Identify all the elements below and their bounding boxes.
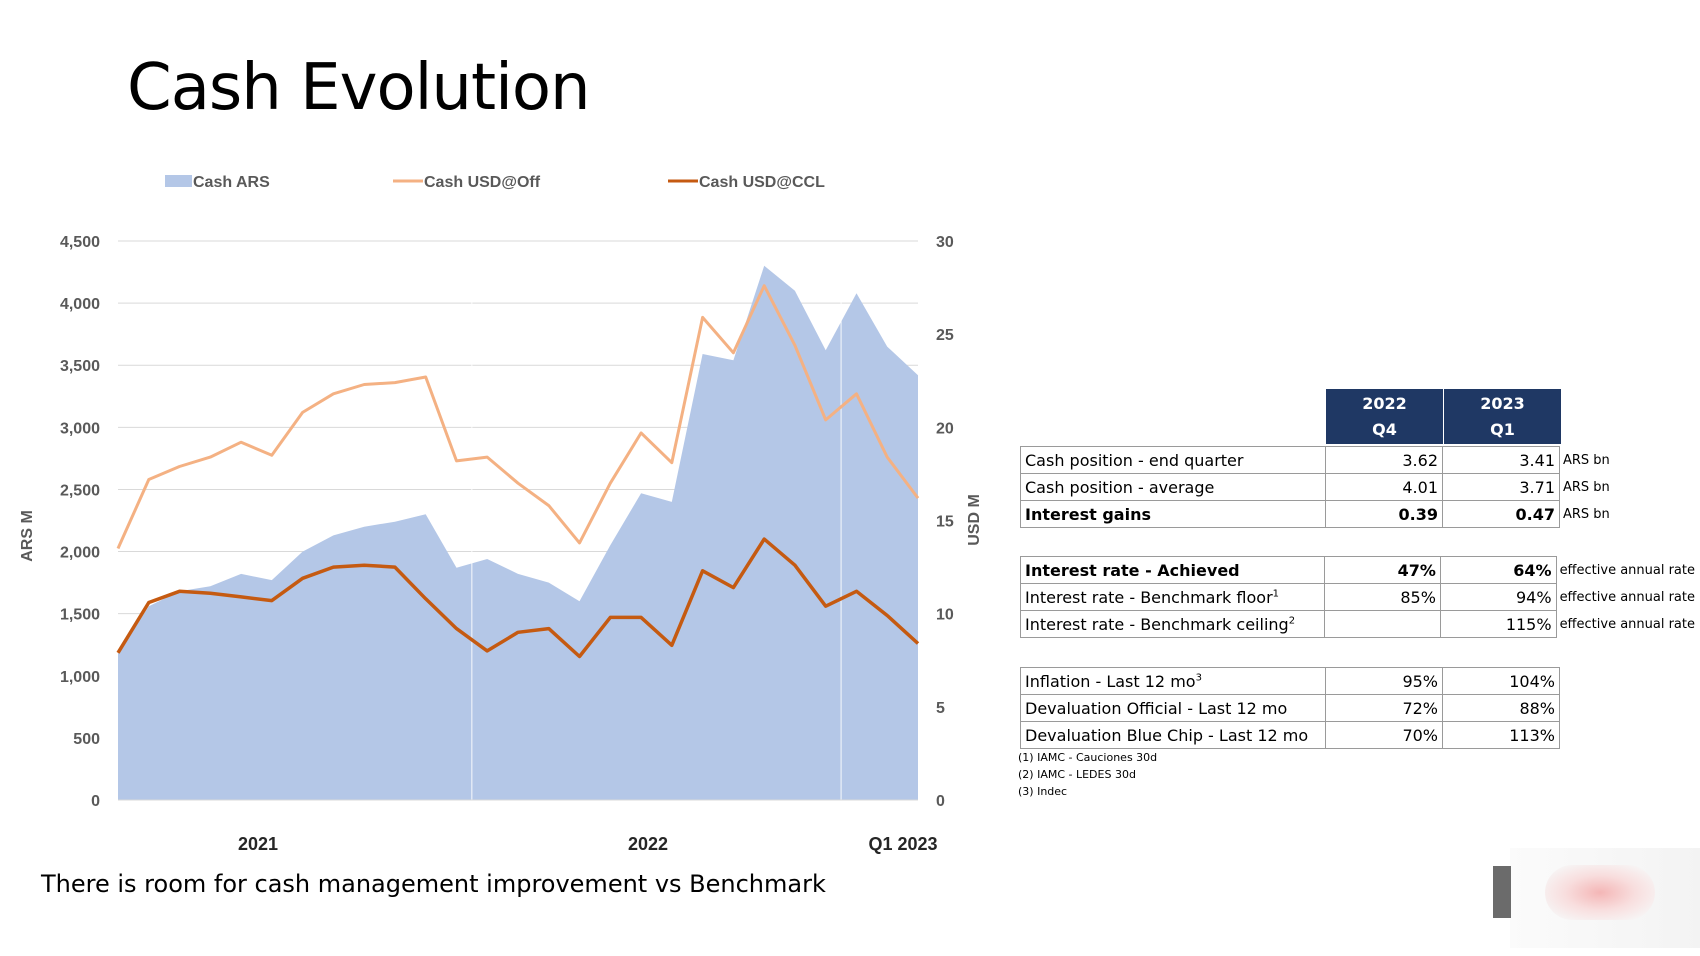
value-2023-q1: 3.41	[1442, 446, 1560, 474]
slide-caption: There is room for cash management improv…	[41, 870, 826, 898]
metrics-table: Cash position - end quarter 3.62 3.41 ARS b…	[1020, 446, 1615, 528]
table-header-quarter: Q4	[1372, 419, 1397, 439]
row-label: Inflation - Last 12 mo3	[1020, 667, 1326, 695]
unit-label	[1560, 668, 1568, 695]
value-2023-q1: 104%	[1442, 667, 1560, 695]
table-row: Cash position - end quarter 3.62 3.41 ARS b…	[1020, 446, 1615, 474]
cash-evolution-chart: 4,500 4,000 3,500 3,000 2,500 2,000 1,500 1,000…	[19, 174, 983, 854]
footnote: (3) Indec	[1018, 785, 1068, 798]
unit-label: effective annual rate	[1559, 562, 1695, 578]
value-2022-q4: 85%	[1324, 583, 1441, 611]
row-label: Cash position - average	[1020, 473, 1326, 501]
unit-label: effective annual rate	[1559, 589, 1695, 605]
thumbnail-blur	[1545, 865, 1655, 920]
unit-label: ARS bn	[1563, 452, 1610, 468]
table-header-year: 2023	[1480, 393, 1525, 413]
y-tick-label-left: 4,500	[60, 234, 100, 251]
value-2022-q4: 0.39	[1325, 500, 1443, 528]
legend-label: Cash USD@CCL	[699, 174, 825, 191]
y-tick-label-right: 0	[936, 793, 945, 810]
table-header-year: 2022	[1362, 393, 1407, 413]
value-2022-q4: 4.01	[1325, 473, 1443, 501]
footnote-marker: 3	[1195, 672, 1202, 684]
table-header-q1-2023: 2023 Q1	[1444, 389, 1562, 444]
unit-label: ARS bn	[1563, 479, 1610, 495]
legend-label: Cash USD@Off	[424, 174, 541, 191]
value-2022-q4: 47%	[1324, 556, 1441, 584]
y-tick-label-left: 4,000	[60, 296, 100, 313]
value-2023-q1: 113%	[1442, 721, 1560, 749]
table-row: Devaluation Blue Chip - Last 12 mo 70% 113…	[1020, 721, 1568, 749]
value-2022-q4: 72%	[1325, 694, 1443, 722]
footnotes: (1) IAMC - Cauciones 30d (2) IAMC - LEDE…	[1018, 749, 1157, 800]
table-row: Devaluation Official - Last 12 mo 72% 88%	[1020, 694, 1568, 722]
value-2023-q1: 94%	[1439, 583, 1557, 611]
value-2022-q4: 95%	[1325, 667, 1443, 695]
footnote: (2) IAMC - LEDES 30d	[1018, 768, 1136, 781]
y-tick-label-left: 3,000	[60, 420, 100, 437]
value-2023-q1: 64%	[1439, 556, 1557, 584]
x-tick-label: Q1 2023	[868, 834, 937, 854]
value-2023-q1: 88%	[1442, 694, 1560, 722]
unit-label: ARS bn	[1563, 506, 1610, 522]
y-tick-label-left: 1,500	[60, 607, 100, 624]
y-tick-label-left: 1,000	[60, 669, 100, 686]
table-row: Cash position - average 4.01 3.71 ARS bn	[1020, 473, 1615, 501]
y-tick-label-right: 20	[936, 420, 954, 437]
metrics-table: Interest rate - Achieved 47% 64% effective …	[1019, 556, 1700, 638]
y-tick-label-left: 2,000	[60, 545, 100, 562]
y-tick-label-left: 500	[73, 731, 100, 748]
line-series-cash-usd-off	[116, 284, 920, 550]
value-2023-q1: 115%	[1439, 610, 1557, 638]
legend-swatch	[165, 175, 192, 187]
y-tick-label-right: 30	[936, 234, 954, 251]
footnote-marker: 2	[1288, 615, 1296, 627]
y-tick-label-left: 0	[91, 793, 100, 810]
thumbnail-bar	[1493, 866, 1511, 918]
y-tick-label-right: 10	[936, 607, 954, 624]
y-tick-label-right: 15	[936, 514, 954, 531]
unit-label: effective annual rate	[1559, 616, 1695, 632]
y-tick-label-left: 2,500	[60, 482, 100, 499]
footnote-marker: 1	[1272, 588, 1280, 600]
table-row: Interest rate - Benchmark floor1 85% 94% ef…	[1019, 583, 1700, 611]
y-axis-title-right: USD M	[966, 494, 983, 546]
table-row: Inflation - Last 12 mo3 95% 104%	[1020, 667, 1568, 695]
row-label: Interest rate - Benchmark ceiling2	[1019, 610, 1326, 638]
value-2023-q1: 3.71	[1442, 473, 1560, 501]
row-label: Interest rate - Benchmark floor1	[1019, 583, 1326, 611]
row-label: Cash position - end quarter	[1020, 446, 1326, 474]
table-header-quarter: Q1	[1490, 419, 1515, 439]
metrics-table: Inflation - Last 12 mo3 95% 104% Devaluatio…	[1020, 667, 1568, 749]
unit-label	[1560, 722, 1568, 749]
y-tick-label-left: 3,500	[60, 358, 100, 375]
table-header-q4-2022: 2022 Q4	[1326, 389, 1444, 444]
page-title: Cash Evolution	[127, 51, 591, 125]
y-tick-label-right: 25	[936, 327, 954, 344]
y-axis-title-left: ARS M	[19, 510, 36, 562]
legend-label: Cash ARS	[193, 174, 270, 191]
row-label: Devaluation Official - Last 12 mo	[1020, 694, 1326, 722]
row-label: Devaluation Blue Chip - Last 12 mo	[1020, 721, 1326, 749]
unit-label	[1560, 695, 1568, 722]
row-label: Interest gains	[1020, 500, 1326, 528]
x-tick-label: 2022	[628, 834, 668, 854]
table-row: Interest rate - Achieved 47% 64% effective …	[1019, 556, 1700, 584]
table-row: Interest gains 0.39 0.47 ARS bn	[1020, 500, 1615, 528]
table-row: Interest rate - Benchmark ceiling2 115% ef…	[1019, 610, 1700, 638]
line-series-cash-usd-ccl	[116, 537, 920, 659]
value-2022-q4	[1324, 610, 1441, 638]
x-tick-label: 2021	[238, 834, 278, 854]
y-tick-label-right: 5	[936, 700, 945, 717]
value-2022-q4: 3.62	[1325, 446, 1443, 474]
footnote: (1) IAMC - Cauciones 30d	[1018, 751, 1158, 764]
value-2022-q4: 70%	[1325, 721, 1443, 749]
area-series-cash-ars	[118, 265, 918, 800]
value-2023-q1: 0.47	[1442, 500, 1560, 528]
row-label: Interest rate - Achieved	[1019, 556, 1326, 584]
